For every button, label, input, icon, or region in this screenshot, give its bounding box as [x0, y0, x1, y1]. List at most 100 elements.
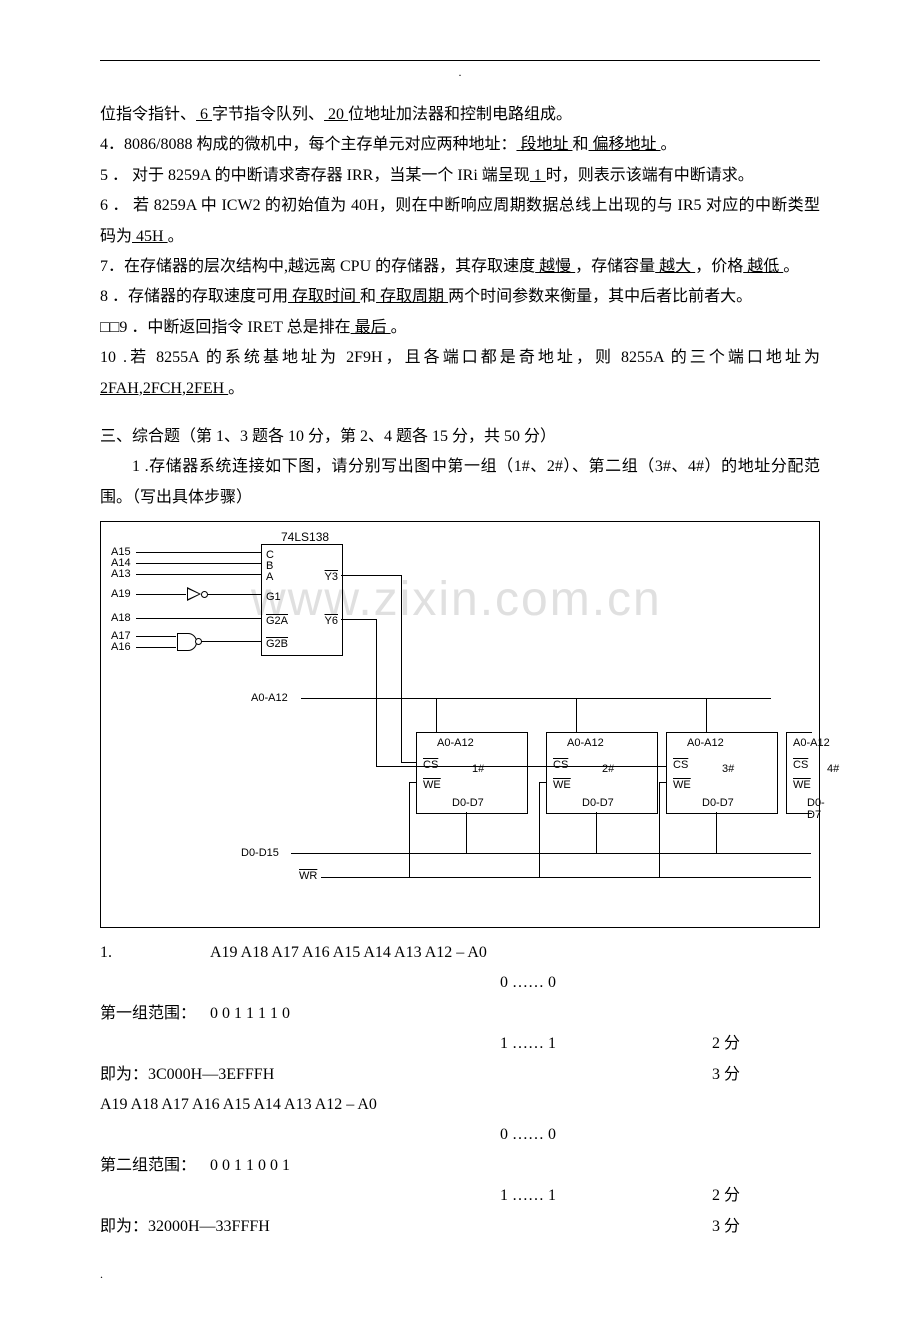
fill-blank-line: 位指令指针、 6 字节指令队列、 20 位地址加法器和控制电路组成。 [100, 100, 820, 130]
text: 10 .若 8255A 的系统基地址为 2F9H，且各端口都是奇地址，则 825… [100, 349, 820, 366]
wire [201, 641, 261, 642]
text: □□9 ．中断返回指令 IRET 总是排在 [100, 319, 351, 336]
wire [539, 782, 546, 783]
answer-bits: 0 0 1 1 1 1 0 [210, 999, 500, 1029]
wire [596, 812, 597, 853]
pin-we: WE [553, 779, 571, 791]
wire [136, 618, 261, 619]
answer-work: 1. A19 A18 A17 A16 A15 A14 A13 A12 – A0 … [100, 938, 820, 1242]
memory-chip-3: A0-A12 CS 3# WE D0-D7 [666, 732, 778, 814]
header-rule [100, 60, 820, 61]
text: 字节指令队列、 [212, 106, 324, 123]
header-dot: . [100, 65, 820, 80]
blank-answer: 最后 [351, 319, 391, 336]
not-bubble-icon [201, 591, 208, 598]
pin-a: A [266, 571, 273, 583]
footer-dot: . [100, 1267, 103, 1282]
wire [208, 594, 261, 595]
blank-answer: 存取时间 [288, 288, 360, 305]
text: 。 [783, 258, 799, 275]
text: 位地址加法器和控制电路组成。 [348, 106, 572, 123]
points: 3 分 [500, 1212, 740, 1242]
wire [436, 698, 437, 732]
pin-a0a12: A0-A12 [567, 737, 604, 749]
wire [659, 782, 666, 783]
signal-wr: WR [299, 870, 317, 882]
wire [136, 552, 261, 553]
text: 7．在存储器的层次结构中,越远离 CPU 的存储器，其存取速度 [100, 258, 535, 275]
memory-chip-2: A0-A12 CS 2# WE D0-D7 [546, 732, 658, 814]
blank-answer: 6 [196, 106, 212, 123]
fill-blank-line: 5 ． 对于 8259A 的中断请求寄存器 IRR，当某一个 IRi 端呈现 1… [100, 161, 820, 191]
text: 。 [661, 136, 677, 153]
pin-d0d7: D0-D7 [807, 797, 825, 821]
signal-a19: A19 [111, 588, 131, 600]
pin-cs: CS [673, 759, 688, 771]
text: 。 [228, 380, 244, 397]
bus-d0-d15: D0-D15 [241, 847, 279, 859]
fill-blank-line: 7．在存储器的层次结构中,越远离 CPU 的存储器，其存取速度 越慢 ，存储容量… [100, 252, 820, 282]
blank-answer: 1 [530, 167, 546, 184]
blank-answer: 越低 [743, 258, 783, 275]
fill-blank-line: 6 ． 若 8259A 中 ICW2 的初始值为 40H，则在中断响应周期数据总… [100, 191, 820, 252]
blank-answer: 越慢 [535, 258, 575, 275]
pin-cs: CS [793, 759, 808, 771]
wire [409, 782, 416, 783]
wire [401, 575, 402, 762]
blank-answer: 2FAH,2FCH,2FEH [100, 380, 228, 397]
pin-a0a12: A0-A12 [793, 737, 853, 749]
text: ，存储容量 [575, 258, 655, 275]
bus-a0-a12: A0-A12 [251, 692, 288, 704]
text: 4．8086/8088 构成的微机中，每个主存单元对应两种地址： [100, 136, 516, 153]
points: 2 分 [630, 1029, 740, 1059]
wire [576, 698, 577, 732]
not-gate-icon [187, 587, 201, 601]
signal-a18: A18 [111, 612, 131, 624]
pin-d0d7: D0-D7 [452, 797, 484, 809]
answer-range: 0 …… 0 [500, 1120, 630, 1150]
decoder-chip-label: 74LS138 [281, 530, 329, 544]
blank-answer: 段地址 [516, 136, 572, 153]
pin-g2a: G2A [266, 615, 288, 627]
points: 3 分 [500, 1060, 740, 1090]
blank-answer: 20 [324, 106, 348, 123]
circuit-diagram: www.zixin.com.cn 74LS138 A15 A14 A13 A19… [100, 521, 820, 928]
text: 时，则表示该端有中断请求。 [546, 167, 754, 184]
signal-a16: A16 [111, 641, 131, 653]
answer-range: 0 …… 0 [500, 968, 630, 998]
text: 和 [360, 288, 376, 305]
answer-bit-header: A19 A18 A17 A16 A15 A14 A13 A12 – A0 [210, 938, 500, 968]
text: 。 [391, 319, 407, 336]
pin-we: WE [793, 779, 811, 791]
answer-number: 1. [100, 938, 210, 968]
answer-range: 1 …… 1 [500, 1181, 630, 1211]
fill-blank-line: 10 .若 8255A 的系统基地址为 2F9H，且各端口都是奇地址，则 825… [100, 343, 820, 404]
wire [401, 762, 416, 763]
wire [136, 636, 176, 637]
wire [291, 853, 811, 854]
wire [341, 619, 376, 620]
text: ，价格 [695, 258, 743, 275]
text: 。 [168, 228, 184, 245]
blank-answer: 存取周期 [376, 288, 448, 305]
wire [539, 782, 540, 877]
fill-blank-line: □□9 ．中断返回指令 IRET 总是排在 最后 。 [100, 313, 820, 343]
nand-gate-icon [177, 633, 197, 651]
fill-blank-line: 8 ．存储器的存取速度可用 存取时间 和 存取周期 两个时间参数来衡量，其中后者… [100, 282, 820, 312]
points: 2 分 [630, 1181, 740, 1211]
text: 8 ．存储器的存取速度可用 [100, 288, 288, 305]
wire [136, 594, 186, 595]
memory-chip-4: A0-A12 CS 4# WE D0-D7 [786, 732, 812, 814]
wire [136, 574, 261, 575]
answer-label: 第一组范围： [100, 999, 210, 1029]
chip-number: 3# [722, 763, 734, 775]
pin-cs: CS [423, 759, 438, 771]
pin-g1: G1 [266, 591, 281, 603]
answer-bits: 0 0 1 1 0 0 1 [210, 1151, 500, 1181]
decoder-74ls138: C B A G1 G2A G2B Y3 Y6 [261, 544, 343, 656]
wire [301, 698, 771, 699]
pin-a0a12: A0-A12 [687, 737, 724, 749]
answer-bit-header: A19 A18 A17 A16 A15 A14 A13 A12 – A0 [100, 1090, 500, 1120]
memory-chip-1: A0-A12 CS 1# WE D0-D7 [416, 732, 528, 814]
pin-we: WE [673, 779, 691, 791]
